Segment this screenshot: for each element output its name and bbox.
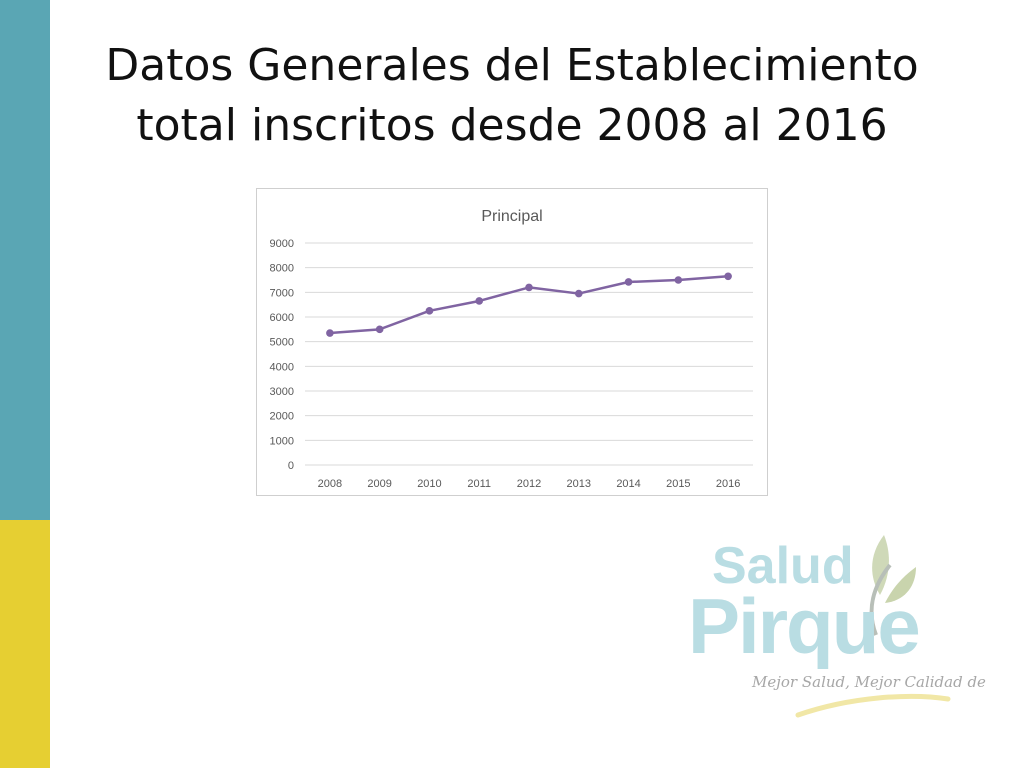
logo-text-pirque: Pirque [688,582,919,670]
chart-x-axis-labels: 2008 2009 2010 2011 2012 2013 2014 2015 2016 [318,478,741,490]
chart-canvas: Principal 0 1000 2000 3000 4000 5000 6000 7000 8… [270,208,753,490]
leaf-icon [872,535,889,595]
data-point [674,276,683,284]
y-tick-label: 9000 [270,238,294,250]
swoosh-icon [795,693,951,718]
y-tick-label: 0 [288,460,294,472]
y-tick-label: 1000 [270,435,294,447]
data-point [574,289,583,298]
chart-y-axis-labels: 0 1000 2000 3000 4000 5000 6000 7000 8000 9000 [270,238,294,472]
slide-title-line-1: Datos Generales del Establecimiento [105,40,919,91]
x-tick-label: 2015 [666,478,690,490]
y-tick-label: 2000 [270,411,294,423]
logo-graphic: Salud Pirque Mejor Salud, Mejor Calidad … [688,535,990,718]
y-tick-label: 8000 [270,263,294,275]
data-point [475,297,484,305]
x-tick-label: 2010 [417,478,441,490]
y-tick-label: 5000 [270,337,294,349]
slide-title: Datos Generales del Establecimiento tota… [60,36,964,156]
data-point [525,283,533,292]
logo-tagline: Mejor Salud, Mejor Calidad de Vida. [751,673,990,691]
y-tick-label: 6000 [270,312,294,324]
x-tick-label: 2008 [318,478,342,490]
x-tick-label: 2013 [567,478,591,490]
y-tick-label: 4000 [270,361,294,373]
data-point [425,307,434,315]
chart-gridlines [305,242,753,466]
slide-title-line-2: total inscritos desde 2008 al 2016 [136,100,888,151]
x-tick-label: 2016 [716,478,740,490]
y-tick-label: 3000 [270,386,294,398]
sidebar-accent-teal [0,0,50,520]
data-point [326,329,334,337]
data-point [624,278,633,286]
salud-pirque-logo: Salud Pirque Mejor Salud, Mejor Calidad … [680,525,990,725]
x-tick-label: 2012 [517,478,541,490]
x-tick-label: 2014 [616,478,640,490]
sidebar-accent-yellow [0,520,50,768]
x-tick-label: 2011 [467,478,491,490]
data-point [724,272,732,281]
chart-title: Principal [481,208,542,225]
leaf-icon [885,567,916,603]
data-point [375,325,384,334]
logo-text-salud: Salud [712,537,854,595]
line-chart: Principal 0 1000 2000 3000 4000 5000 6000 7000 8… [256,188,768,496]
chart-series [326,272,732,337]
x-tick-label: 2009 [367,478,391,490]
stem-icon [869,563,892,636]
y-tick-label: 7000 [270,287,294,299]
